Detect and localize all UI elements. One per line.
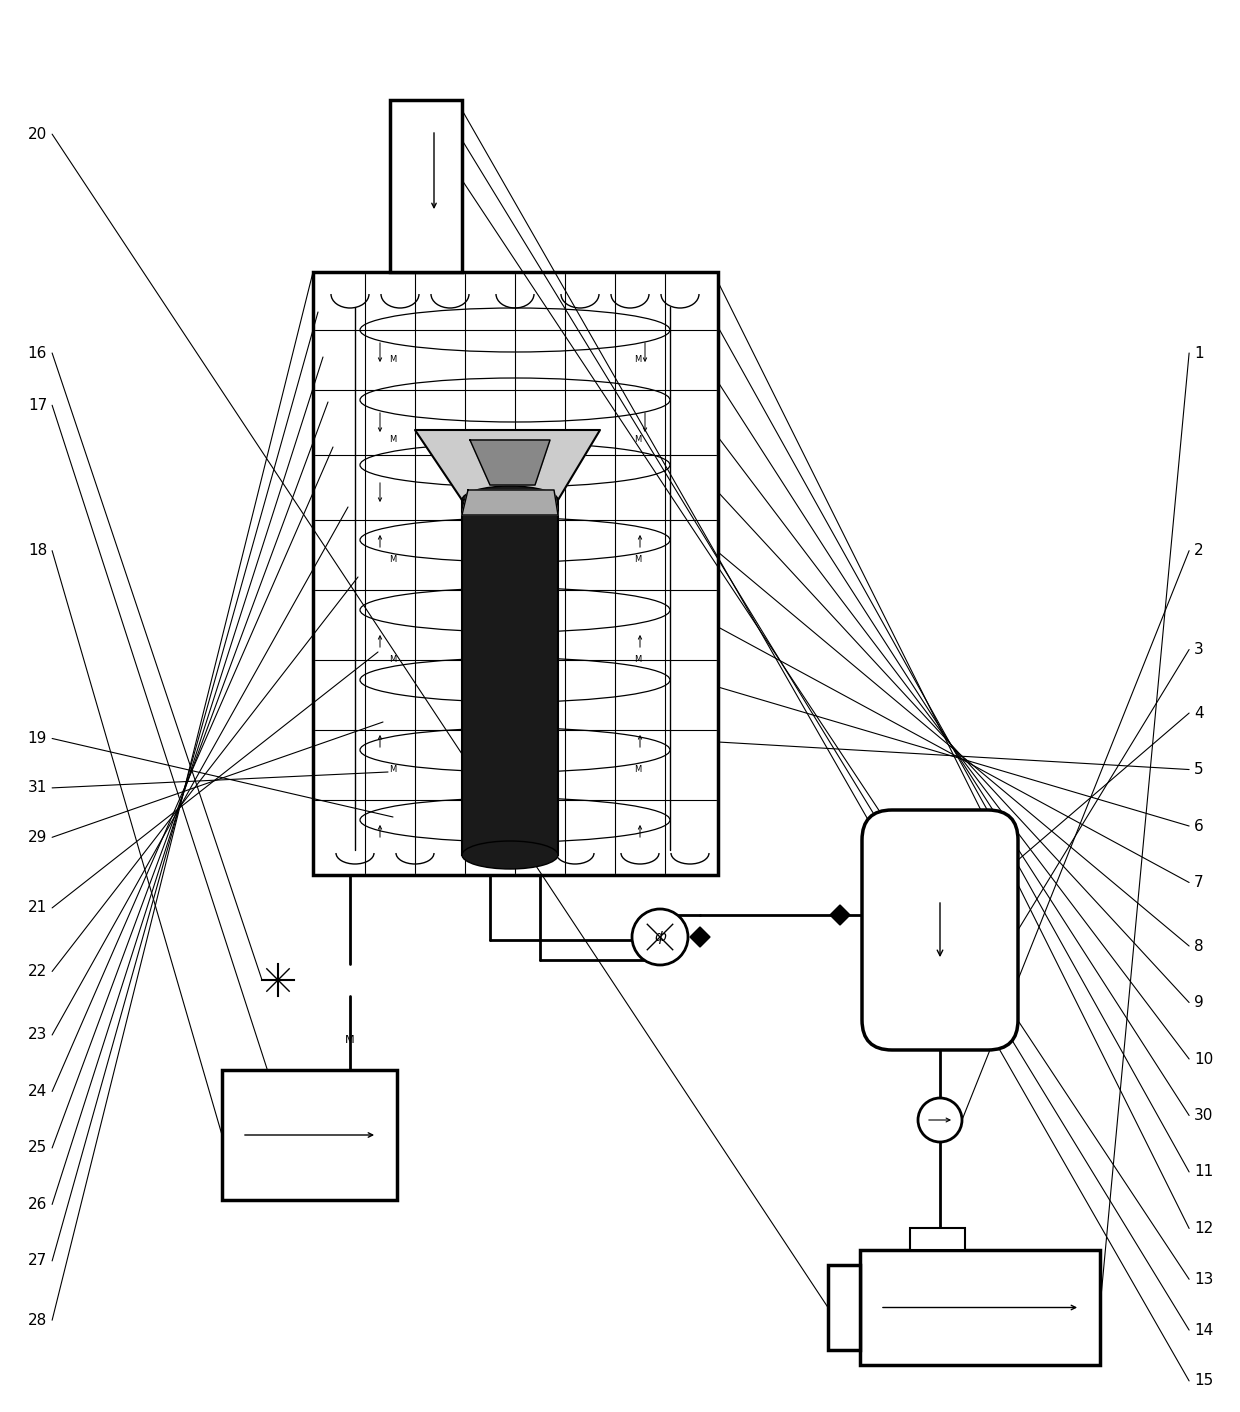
Text: 12: 12 [1194,1221,1214,1236]
Text: 20: 20 [27,127,47,141]
Ellipse shape [463,486,558,514]
Text: M: M [389,765,397,775]
Text: 29: 29 [27,830,47,844]
Text: 8: 8 [1194,939,1204,953]
Text: M: M [635,765,641,775]
Text: 4: 4 [1194,706,1204,720]
Text: 26: 26 [27,1197,47,1211]
Text: M: M [635,655,641,665]
Polygon shape [470,441,551,484]
Text: 30: 30 [1194,1108,1214,1123]
Text: 16: 16 [27,346,47,360]
Bar [312,273,718,875]
Text: 19: 19 [27,731,47,746]
Text: 15: 15 [1194,1374,1214,1388]
Text: ф: ф [653,931,666,945]
Polygon shape [415,431,600,500]
Polygon shape [830,905,849,925]
Text: 2: 2 [1194,544,1204,558]
Bar [463,500,558,856]
Polygon shape [689,928,711,947]
Text: 23: 23 [27,1028,47,1042]
Text: 25: 25 [27,1141,47,1155]
Text: 18: 18 [27,544,47,558]
Text: M: M [635,356,641,364]
Text: M: M [389,356,397,364]
Text: 11: 11 [1194,1165,1214,1179]
Polygon shape [463,490,558,515]
Text: 10: 10 [1194,1052,1214,1066]
Text: M: M [635,555,641,565]
Text: 24: 24 [27,1084,47,1099]
Text: 31: 31 [27,781,47,795]
Text: M: M [389,555,397,565]
Bar [861,1250,1100,1365]
Bar [828,1265,861,1350]
Text: 14: 14 [1194,1323,1214,1337]
Text: M: M [635,435,641,445]
Bar [222,1070,397,1200]
Text: 17: 17 [27,398,47,412]
Text: M: M [389,655,397,665]
Bar [910,1228,965,1250]
FancyBboxPatch shape [862,810,1018,1051]
Text: 21: 21 [27,901,47,915]
Bar [391,100,463,273]
Text: 27: 27 [27,1254,47,1268]
Text: M: M [345,1035,355,1045]
Text: 22: 22 [27,964,47,979]
Text: 3: 3 [1194,642,1204,657]
Ellipse shape [463,842,558,868]
Circle shape [632,909,688,964]
Text: 9: 9 [1194,995,1204,1010]
Text: 7: 7 [1194,875,1204,890]
Text: M: M [389,435,397,445]
Text: 1: 1 [1194,346,1204,360]
Text: 5: 5 [1194,762,1204,777]
Circle shape [918,1099,962,1142]
Text: 6: 6 [1194,819,1204,833]
Text: 13: 13 [1194,1272,1214,1286]
Text: 28: 28 [27,1313,47,1327]
